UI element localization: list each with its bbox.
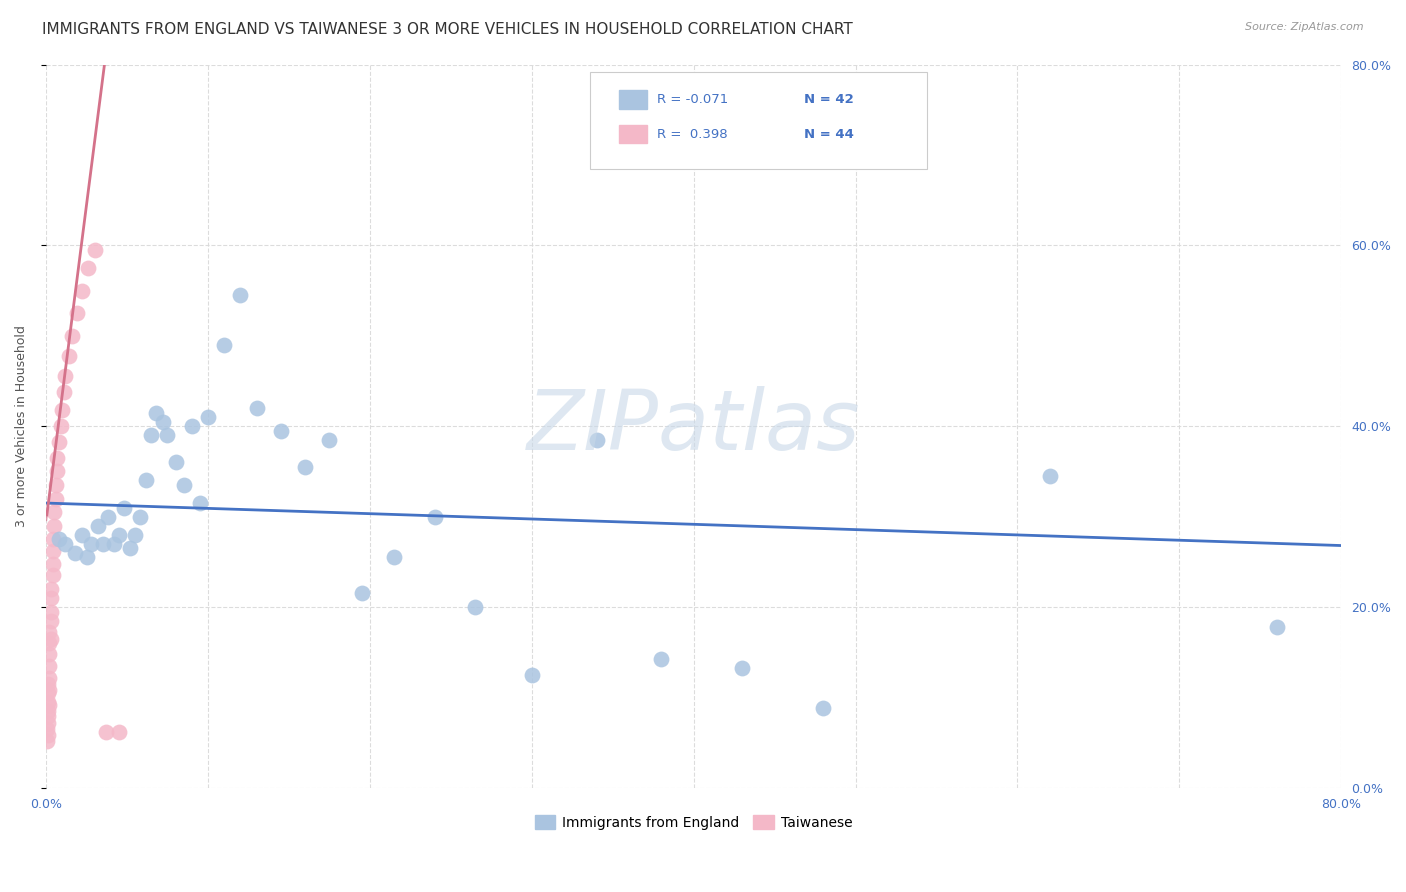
Point bbox=[180, 419, 202, 434]
Point bbox=[39, 582, 62, 596]
Point bbox=[55, 369, 77, 384]
Point bbox=[94, 724, 117, 739]
Point bbox=[1039, 469, 1062, 483]
Point bbox=[294, 459, 316, 474]
Point bbox=[39, 614, 62, 628]
Point bbox=[811, 701, 834, 715]
Point bbox=[46, 450, 69, 465]
Point bbox=[318, 433, 340, 447]
Point bbox=[103, 537, 125, 551]
FancyBboxPatch shape bbox=[591, 72, 927, 169]
Point bbox=[39, 591, 62, 605]
Point bbox=[41, 557, 63, 571]
Point bbox=[37, 728, 59, 742]
Point bbox=[51, 403, 73, 417]
Point bbox=[520, 668, 543, 682]
Point bbox=[91, 537, 114, 551]
Point bbox=[38, 683, 60, 698]
Point bbox=[77, 260, 100, 275]
Point bbox=[141, 428, 163, 442]
Point bbox=[70, 527, 93, 541]
Point bbox=[58, 349, 80, 363]
Text: N = 42: N = 42 bbox=[804, 93, 853, 106]
Point bbox=[37, 677, 59, 691]
Point bbox=[48, 533, 70, 547]
Text: Source: ZipAtlas.com: Source: ZipAtlas.com bbox=[1246, 22, 1364, 32]
Bar bbox=[619, 90, 647, 109]
Point bbox=[80, 537, 103, 551]
Point bbox=[38, 698, 60, 712]
Point bbox=[66, 306, 89, 320]
Point bbox=[145, 406, 167, 420]
Text: R = -0.071: R = -0.071 bbox=[658, 93, 728, 106]
Y-axis label: 3 or more Vehicles in Household: 3 or more Vehicles in Household bbox=[15, 326, 28, 527]
Point bbox=[156, 428, 179, 442]
Point bbox=[44, 518, 66, 533]
Point bbox=[38, 625, 60, 640]
Point bbox=[97, 509, 120, 524]
Point bbox=[70, 284, 93, 298]
Point bbox=[188, 496, 211, 510]
Point bbox=[135, 474, 157, 488]
Point bbox=[38, 636, 60, 650]
Point bbox=[108, 527, 131, 541]
Point bbox=[464, 600, 486, 615]
Point bbox=[60, 328, 83, 343]
Point bbox=[423, 509, 446, 524]
Point bbox=[45, 491, 67, 506]
Point bbox=[229, 288, 252, 302]
Bar bbox=[619, 125, 647, 144]
Point bbox=[173, 478, 195, 492]
Point bbox=[585, 433, 607, 447]
Point bbox=[39, 605, 62, 619]
Text: N = 44: N = 44 bbox=[804, 128, 853, 141]
Point bbox=[41, 533, 63, 547]
Point bbox=[731, 660, 754, 674]
Point bbox=[382, 550, 405, 565]
Point bbox=[49, 419, 72, 434]
Point bbox=[120, 541, 142, 556]
Point bbox=[46, 464, 69, 478]
Point bbox=[212, 338, 235, 352]
Point bbox=[165, 455, 187, 469]
Point bbox=[129, 509, 152, 524]
Point bbox=[35, 722, 58, 736]
Point bbox=[350, 586, 373, 600]
Point bbox=[38, 671, 60, 685]
Point bbox=[48, 435, 70, 450]
Point bbox=[41, 544, 63, 558]
Point bbox=[37, 704, 59, 718]
Point bbox=[39, 632, 62, 646]
Point bbox=[55, 537, 77, 551]
Point bbox=[152, 415, 174, 429]
Point bbox=[41, 568, 63, 582]
Point bbox=[37, 686, 59, 700]
Point bbox=[38, 658, 60, 673]
Point bbox=[45, 478, 67, 492]
Point bbox=[44, 505, 66, 519]
Point bbox=[650, 651, 672, 665]
Point bbox=[52, 384, 75, 399]
Point bbox=[37, 708, 59, 723]
Point bbox=[197, 410, 219, 425]
Point bbox=[83, 243, 105, 257]
Legend: Immigrants from England, Taiwanese: Immigrants from England, Taiwanese bbox=[529, 809, 859, 835]
Point bbox=[124, 527, 146, 541]
Point bbox=[38, 647, 60, 661]
Point bbox=[37, 695, 59, 709]
Point bbox=[245, 401, 267, 416]
Text: IMMIGRANTS FROM ENGLAND VS TAIWANESE 3 OR MORE VEHICLES IN HOUSEHOLD CORRELATION: IMMIGRANTS FROM ENGLAND VS TAIWANESE 3 O… bbox=[42, 22, 853, 37]
Point bbox=[63, 546, 86, 560]
Point bbox=[35, 734, 58, 748]
Point bbox=[37, 715, 59, 730]
Point bbox=[270, 424, 292, 438]
Point bbox=[108, 724, 131, 739]
Point bbox=[76, 550, 98, 565]
Text: R =  0.398: R = 0.398 bbox=[658, 128, 728, 141]
Text: ZIPatlas: ZIPatlas bbox=[527, 385, 860, 467]
Point bbox=[1265, 620, 1288, 634]
Point bbox=[87, 518, 110, 533]
Point bbox=[112, 500, 135, 515]
